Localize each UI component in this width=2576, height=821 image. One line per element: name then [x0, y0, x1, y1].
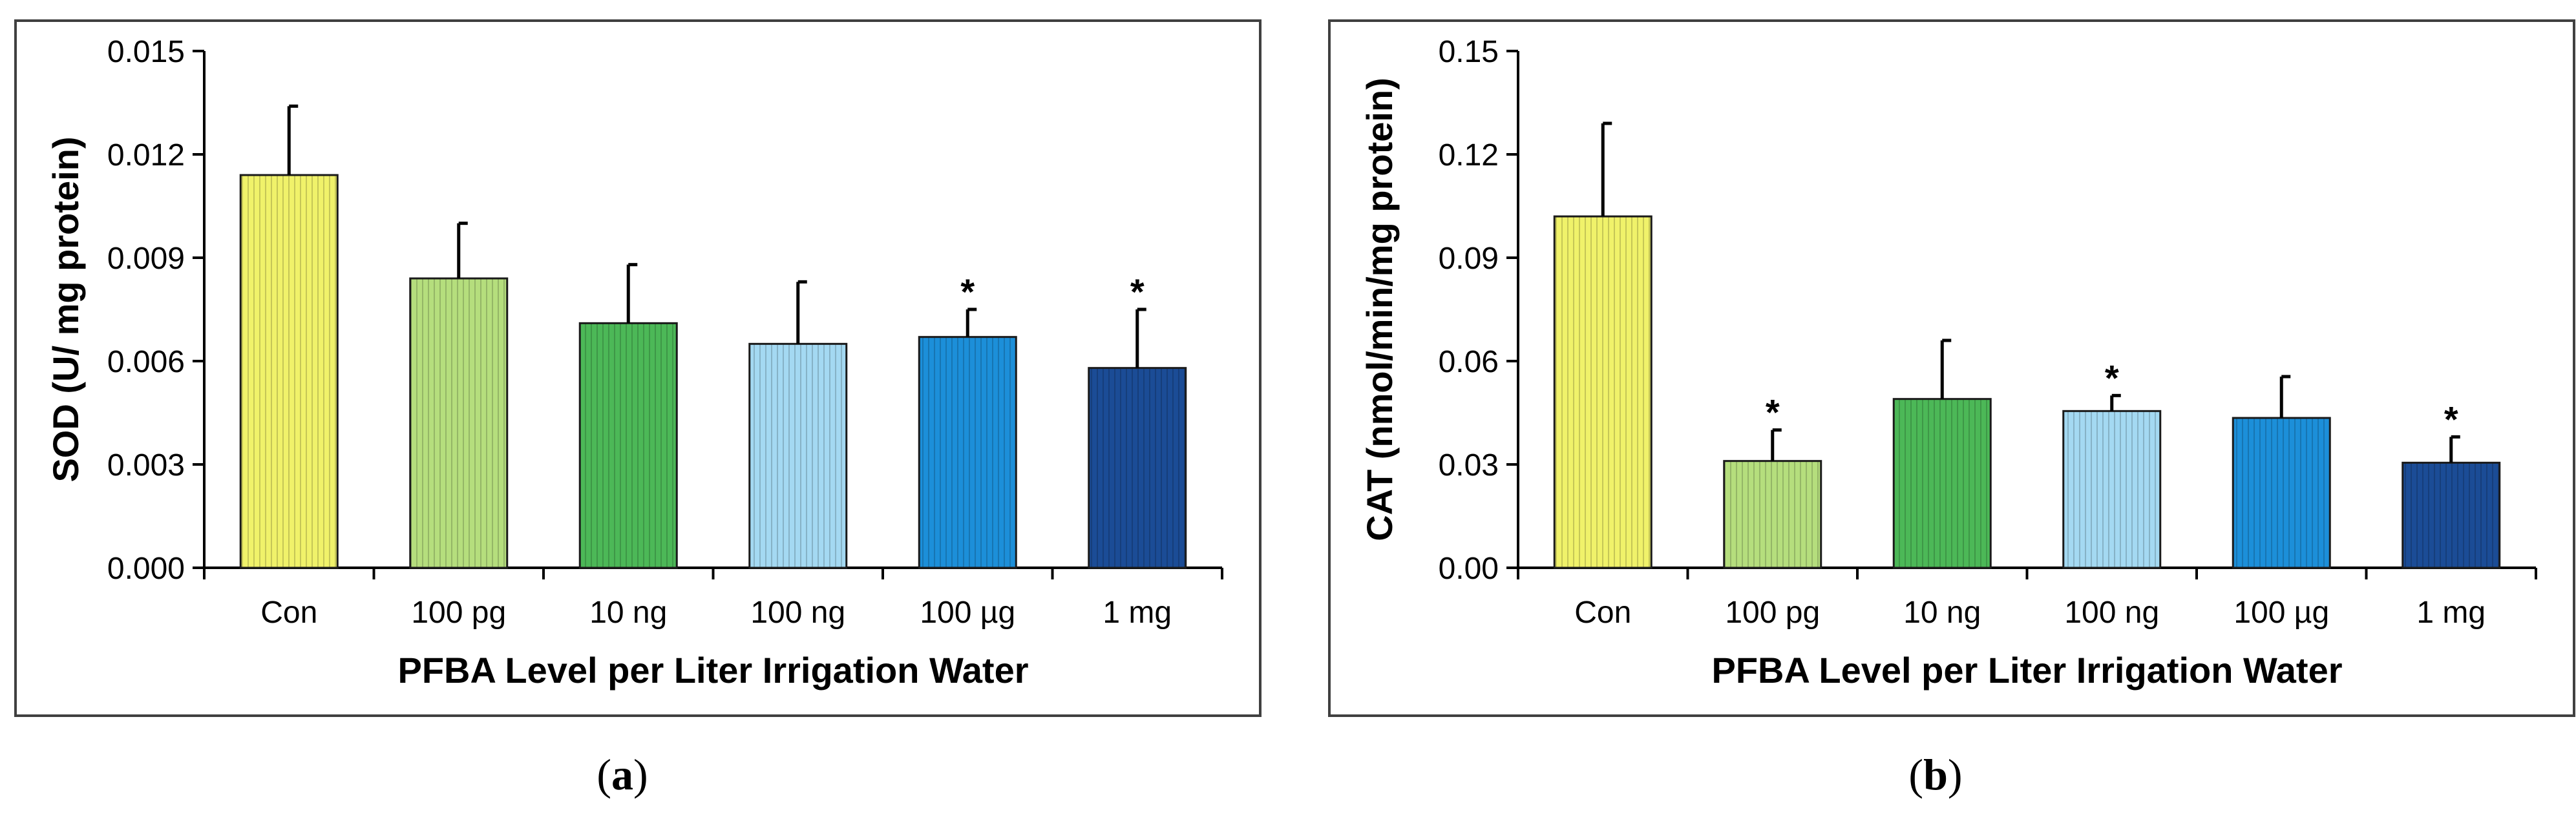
x-tick-label: 100 ng	[2064, 596, 2159, 630]
x-tick-label: 10 ng	[589, 596, 667, 630]
y-tick-label: 0.003	[107, 448, 185, 483]
y-tick-label: 0.09	[1439, 242, 1499, 276]
y-tick-label: 0.12	[1439, 138, 1499, 172]
y-tick-label: 0.009	[107, 242, 185, 276]
x-tick-label: 100 µg	[2233, 596, 2329, 630]
y-axis-title: SOD (U/ mg protein)	[45, 136, 86, 482]
x-axis-title: PFBA Level per Liter Irrigation Water	[1711, 650, 2342, 691]
x-tick-label: 100 pg	[1725, 596, 1820, 630]
bar	[1088, 367, 1187, 569]
significance-marker: *	[1766, 392, 1780, 433]
chart-panel-b: 0.00 0.03 0.06 0.09 0.12 0.15 Con * 100 pg 10 ng *…	[1328, 19, 2575, 717]
y-tick-label: 0.06	[1439, 345, 1499, 379]
panel-caption-b: (b)	[1908, 750, 1963, 799]
significance-marker: *	[960, 271, 975, 312]
sod-bar-chart: 0.000 0.003 0.006 0.009 0.012 0.015 Con 100 pg 1…	[45, 35, 1223, 691]
x-tick-label: Con	[1574, 596, 1631, 630]
y-tick-label: 0.000	[107, 552, 185, 586]
bar	[748, 342, 848, 569]
significance-marker: *	[1130, 271, 1145, 312]
significance-marker: *	[2105, 357, 2119, 398]
significance-marker: *	[2444, 399, 2458, 439]
y-tick-label: 0.03	[1439, 448, 1499, 483]
bar	[1892, 398, 1992, 569]
bar	[2062, 410, 2162, 569]
y-axis-title: CAT (nmol/min/mg protein)	[1359, 78, 1400, 541]
x-tick-label: 1 mg	[1103, 596, 1172, 630]
x-tick-label: 100 pg	[411, 596, 506, 630]
y-tick-label: 0.15	[1439, 35, 1499, 69]
y-tick-label: 0.012	[107, 138, 185, 172]
bar	[918, 336, 1017, 569]
x-tick-label: Con	[260, 596, 317, 630]
bar	[2232, 417, 2331, 569]
x-tick-label: 10 ng	[1903, 596, 1981, 630]
x-axis-title: PFBA Level per Liter Irrigation Water	[397, 650, 1028, 691]
panel-caption-a: (a)	[596, 750, 648, 799]
cat-bar-chart: 0.00 0.03 0.06 0.09 0.12 0.15 Con * 100 pg 10 ng *…	[1359, 35, 2537, 691]
y-tick-label: 0.006	[107, 345, 185, 379]
bar	[578, 322, 678, 569]
bar	[1723, 460, 1822, 569]
bar	[409, 277, 509, 569]
x-tick-label: 1 mg	[2416, 596, 2486, 630]
bar	[2402, 461, 2501, 569]
y-tick-label: 0.015	[107, 35, 185, 69]
chart-panel-a: 0.000 0.003 0.006 0.009 0.012 0.015 Con 100 pg 1…	[14, 19, 1262, 717]
y-tick-label: 0.00	[1439, 552, 1499, 586]
bar	[1553, 215, 1652, 569]
x-tick-label: 100 µg	[920, 596, 1015, 630]
bar	[239, 174, 339, 569]
x-tick-label: 100 ng	[750, 596, 845, 630]
